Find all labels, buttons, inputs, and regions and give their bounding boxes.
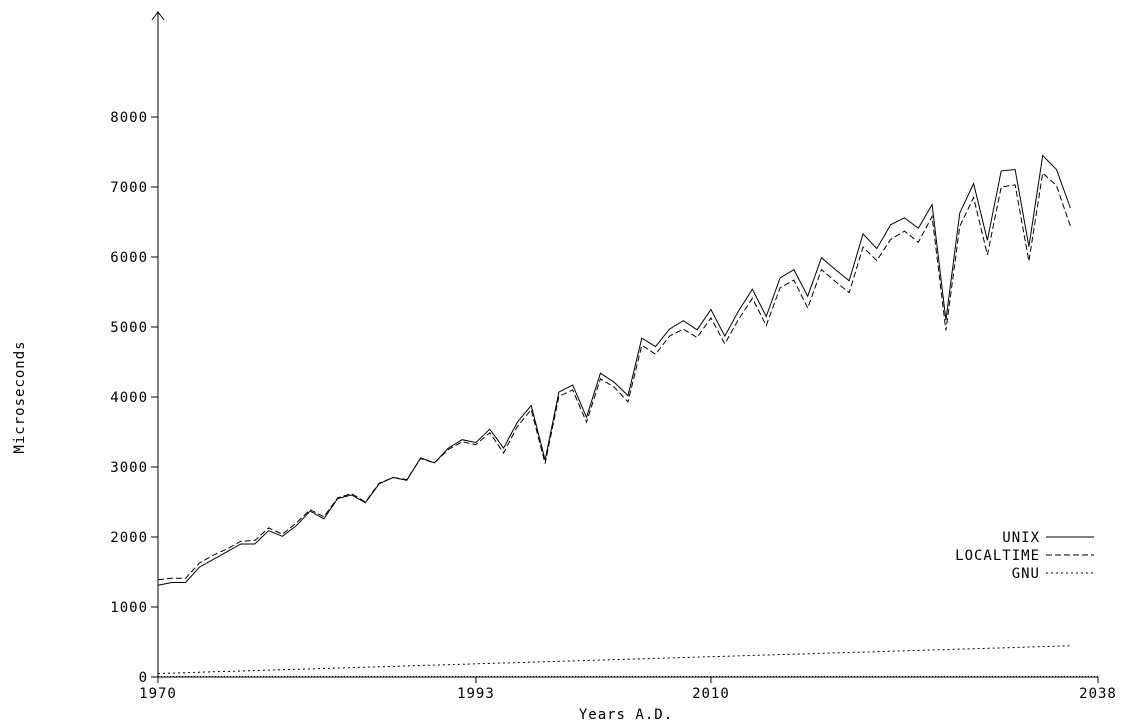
y-tick-label: 7000 <box>110 180 148 196</box>
legend-label: LOCALTIME <box>955 548 1040 564</box>
x-tick-label: 1993 <box>457 686 495 702</box>
y-tick-label: 8000 <box>110 110 148 126</box>
series-line-gnu <box>157 645 1071 674</box>
y-tick-label: 1000 <box>110 600 148 616</box>
y-tick-label: 3000 <box>110 460 148 476</box>
axes <box>151 11 1098 678</box>
y-axis-arrowhead <box>151 11 165 21</box>
series-line-unix <box>157 154 1071 586</box>
legend-label: GNU <box>1012 566 1040 582</box>
x-tick-label: 2038 <box>1079 686 1117 702</box>
y-tick-label: 0 <box>139 670 148 686</box>
y-ticks: 0 1000 2000 3000 4000 5000 6000 7000 8000 <box>110 110 158 686</box>
series-lines <box>157 154 1071 674</box>
y-tick-label: 2000 <box>110 530 148 546</box>
x-axis-title: Years A.D. <box>579 707 673 721</box>
legend: UNIX LOCALTIME GNU <box>955 530 1094 582</box>
y-tick-label: 4000 <box>110 390 148 406</box>
x-tick-label: 1970 <box>139 686 177 702</box>
y-axis-title: Microseconds <box>12 340 28 453</box>
x-tick-label: 2010 <box>692 686 730 702</box>
legend-label: UNIX <box>1002 530 1040 546</box>
y-tick-label: 5000 <box>110 320 148 336</box>
series-line-localtime <box>157 172 1071 581</box>
x-ticks: 1970 1993 2010 2038 <box>139 677 1117 702</box>
y-tick-label: 6000 <box>110 250 148 266</box>
